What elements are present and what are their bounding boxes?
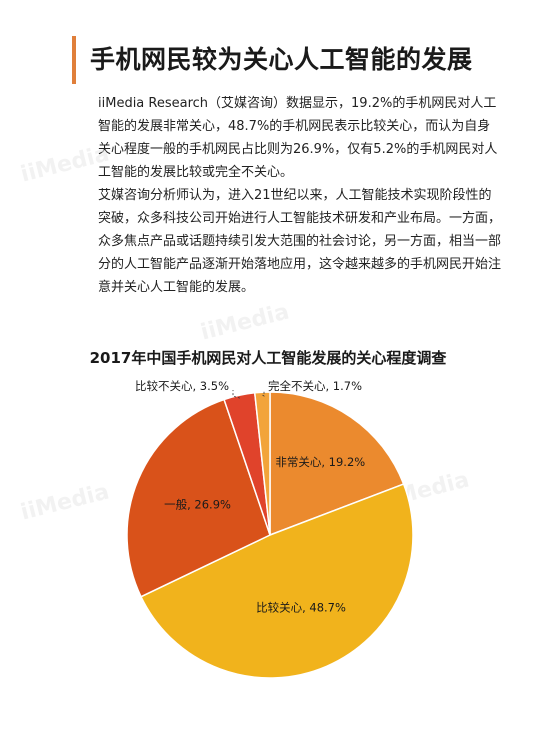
pie-leader-lines xyxy=(232,390,265,399)
chart-title: 2017年中国手机网民对人工智能发展的关心程度调查 xyxy=(89,349,447,367)
slice-完全不关心-leader xyxy=(262,390,265,397)
slice-非常关心-label: 非常关心, 19.2% xyxy=(275,455,365,469)
slice-非常关心 xyxy=(269,391,405,537)
pie-slices xyxy=(126,391,414,679)
pie-labels: 非常关心, 19.2% 比较关心, 48.7% 一般, 26.9% 比较不关心, 3.… xyxy=(135,379,365,614)
article-body: iiMedia Research（艾媒咨询）数据显示，19.2%的手机网民对人工… xyxy=(98,92,502,299)
slice-完全不关心-label: 完全不关心, 1.7% xyxy=(268,379,362,393)
slice-比较不关心-label: 比较不关心, 3.5% xyxy=(135,379,229,393)
title-accent-bar xyxy=(72,36,76,84)
slice-比较关心 xyxy=(139,483,414,679)
paragraph-2: 艾媒咨询分析师认为，进入21世纪以来，人工智能技术实现阶段性的突破，众多科技公司… xyxy=(98,188,502,295)
slice-比较关心-label: 比较关心, 48.7% xyxy=(256,600,346,614)
paragraph-1: iiMedia Research（艾媒咨询）数据显示，19.2%的手机网民对人工… xyxy=(98,96,498,180)
slice-完全不关心 xyxy=(253,391,271,536)
pie-chart: 非常关心, 19.2% 比较关心, 48.7% 一般, 26.9% 比较不关心, 3.… xyxy=(126,379,414,679)
page-title: 手机网民较为关心人工智能的发展 xyxy=(90,45,473,74)
slice-一般 xyxy=(126,398,271,598)
slice-一般-label: 一般, 26.9% xyxy=(164,497,231,511)
watermark-2: iiMedia xyxy=(198,299,292,346)
